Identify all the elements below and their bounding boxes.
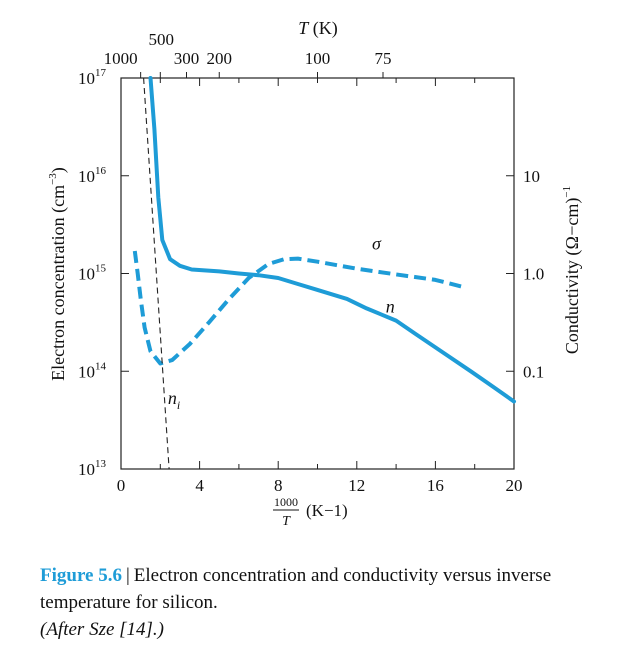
y-left-tick-label: 1015 (78, 263, 107, 284)
y-right-tick-label: 10 (523, 167, 540, 186)
x-axis-label-unit: (K−1) (306, 501, 348, 520)
x-tick-label: 8 (274, 476, 283, 495)
y-right-tick-label: 0.1 (523, 362, 544, 381)
x-tick-label: 12 (348, 476, 365, 495)
top-tick-label: 200 (207, 49, 233, 68)
series-ni-line (143, 77, 170, 470)
y-left-tick-label: 1017 (78, 67, 107, 88)
caption-separator: | (125, 565, 130, 586)
series-label: ni (168, 388, 180, 412)
x-axis-label-numerator: 1000 (274, 495, 298, 509)
y-left-tick-label: 1013 (78, 458, 107, 479)
top-tick-label: 300 (174, 49, 200, 68)
data-series (132, 76, 516, 470)
figure-caption: Figure 5.6 | Electron concentration and co… (40, 562, 600, 643)
series-n-line (148, 76, 516, 404)
x-tick-label: 20 (506, 476, 523, 495)
top-tick-label: 500 (149, 30, 175, 49)
x-tick-label: 4 (195, 476, 204, 495)
series-label: σ (372, 234, 382, 254)
series-label: n (386, 296, 395, 316)
top-tick-label: 1000 (104, 49, 138, 68)
x-axis-label-denominator: T (282, 514, 291, 529)
x-tick-label: 0 (117, 476, 126, 495)
x-tick-label: 16 (427, 476, 444, 495)
top-tick-label: 100 (305, 49, 331, 68)
y-left-tick-label: 1016 (78, 165, 107, 186)
y-left-tick-label: 1014 (78, 360, 107, 381)
y-right-tick-label: 1.0 (523, 265, 544, 284)
top-axis-title: T (K) (298, 18, 338, 39)
y-right-axis-title: Conductivity (Ω−cm)−1 (561, 186, 583, 354)
caption-text: Electron concentration and conductivity … (40, 565, 552, 613)
series-sigma-line (132, 250, 466, 366)
caption-source: (After Sze [14].) (40, 619, 165, 640)
y-left-axis-title: Electron concentration (cm−3) (47, 167, 69, 381)
axis-ticks (120, 72, 515, 470)
top-tick-label: 75 (375, 49, 392, 68)
caption-label: Figure 5.6 (40, 565, 122, 586)
